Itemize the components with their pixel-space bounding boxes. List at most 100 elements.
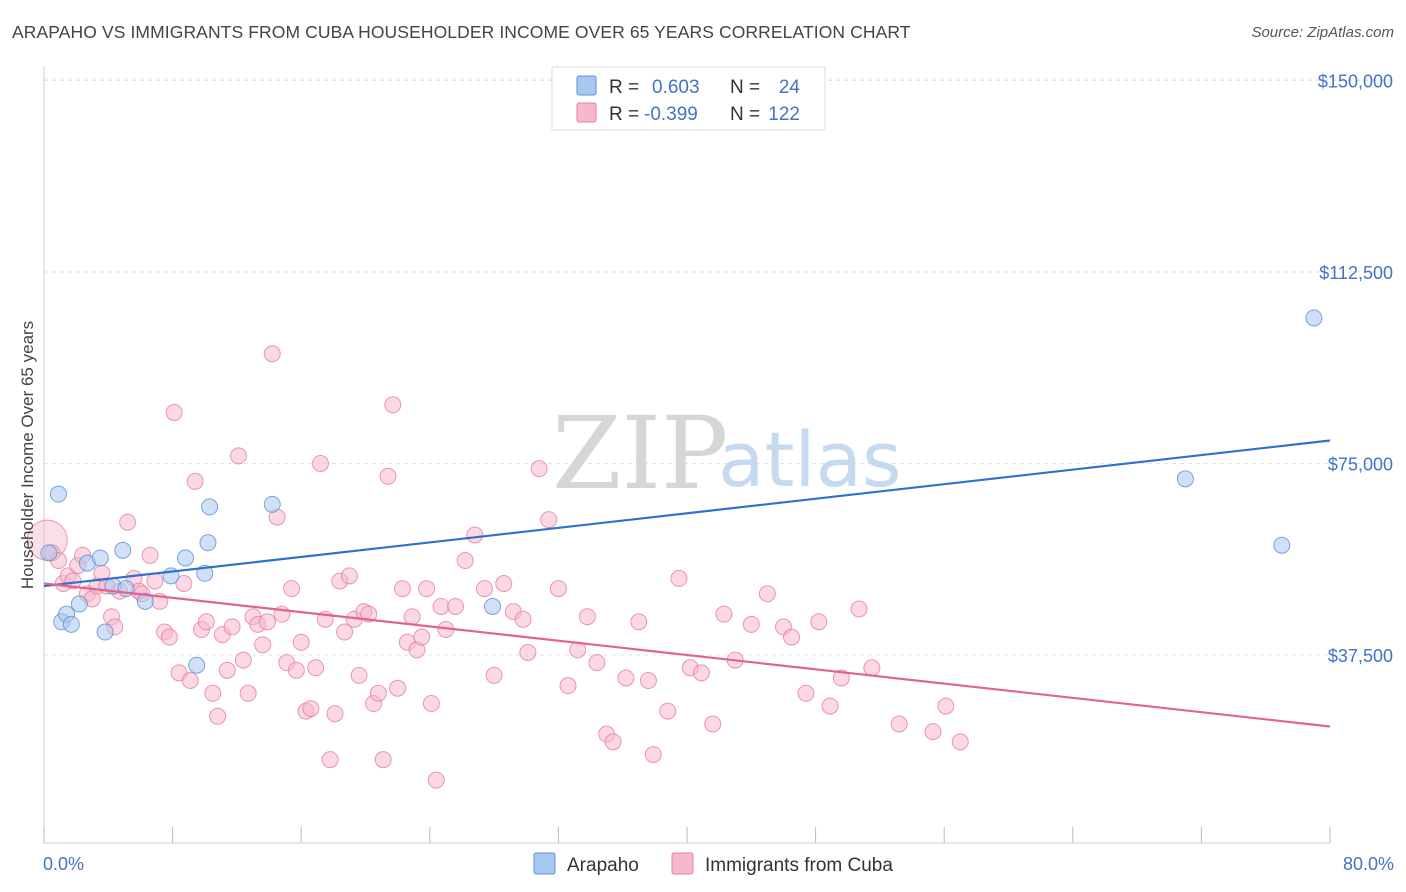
cuba-point <box>326 705 344 723</box>
cuba-point <box>350 666 368 684</box>
cuba-point <box>384 396 402 414</box>
cuba-point <box>549 580 567 598</box>
cuba-point <box>639 672 657 690</box>
cuba-point <box>389 679 407 697</box>
cuba-point <box>475 580 493 598</box>
y-tick-label: $75,000 <box>1328 455 1393 475</box>
cuba-point <box>630 613 648 631</box>
cuba-point <box>821 697 839 715</box>
cuba-point <box>258 613 276 631</box>
cuba-point <box>239 684 257 702</box>
cuba-point <box>704 715 722 733</box>
cuba-point <box>447 597 465 615</box>
cuba-point <box>644 746 662 764</box>
stats-legend: R = 0.603 N = 24 R = -0.399 N = 122 <box>551 66 826 131</box>
cuba-point <box>519 643 537 661</box>
bottom-legend-swatch-cuba <box>671 852 694 875</box>
legend-r-label: R = <box>609 104 639 125</box>
cuba-point <box>141 546 159 564</box>
arapaho-point <box>199 534 217 552</box>
cuba-point <box>254 636 272 654</box>
cuba-point <box>321 751 339 769</box>
cuba-point <box>937 697 955 715</box>
chart-source: Source: ZipAtlas.com <box>1251 24 1394 41</box>
arapaho-point <box>136 592 154 610</box>
cuba-point <box>495 575 513 593</box>
arapaho-point <box>49 485 67 503</box>
legend-swatch-arapaho <box>576 75 597 96</box>
cuba-point <box>263 345 281 363</box>
cuba-point <box>218 661 236 679</box>
cuba-point <box>863 659 881 677</box>
cuba-point <box>559 677 577 695</box>
cuba-point <box>758 585 776 603</box>
arapaho-point <box>188 656 206 674</box>
cuba-point <box>692 664 710 682</box>
arapaho-point <box>201 498 219 516</box>
cuba-point <box>283 580 301 598</box>
grid-lines <box>44 78 1395 656</box>
cuba-point <box>181 672 199 690</box>
arapaho-point <box>96 623 114 641</box>
legend-r-label: R = <box>609 77 639 98</box>
cuba-point <box>413 628 431 646</box>
legend-n-value: 122 <box>768 104 800 125</box>
cuba-point <box>292 633 310 651</box>
cuba-point <box>951 733 969 751</box>
y-tick-label: $112,500 <box>1319 263 1393 283</box>
legend-n-label: N = <box>730 104 760 125</box>
cuba-point <box>369 684 387 702</box>
watermark-atlas: atlas <box>718 415 902 504</box>
x-tick-label-max: 80.0% <box>1343 854 1394 874</box>
y-tick-label: $37,500 <box>1328 646 1393 666</box>
cuba-point <box>287 661 305 679</box>
arapaho-point <box>114 541 132 559</box>
cuba-point <box>670 569 688 587</box>
watermark-zip: ZIP <box>552 395 728 512</box>
cuba-point <box>379 467 397 485</box>
arapaho-point <box>1176 470 1194 488</box>
cuba-point <box>924 723 942 741</box>
arapaho-point <box>70 595 88 613</box>
cuba-point <box>659 702 677 720</box>
arapaho-point <box>1273 536 1291 554</box>
cuba-point <box>186 472 204 490</box>
axes <box>43 66 1331 844</box>
cuba-point <box>336 623 354 641</box>
cuba-point <box>432 597 450 615</box>
cuba-point <box>810 613 828 631</box>
y-axis-title: Householder Income Over 65 years <box>18 321 37 589</box>
cuba-point <box>160 628 178 646</box>
cuba-point <box>223 618 241 636</box>
cuba-point <box>403 608 421 626</box>
legend-n-label: N = <box>730 77 760 98</box>
cuba-point <box>340 567 358 585</box>
cuba-trend-line <box>43 582 1331 728</box>
arapaho-trend-line <box>43 439 1331 588</box>
y-tick-label: $150,000 <box>1318 72 1393 92</box>
x-tick-label-min: 0.0% <box>43 854 84 874</box>
cuba-point <box>782 628 800 646</box>
cuba-point <box>890 715 908 733</box>
cuba-point <box>850 600 868 618</box>
cuba-point <box>230 447 248 465</box>
cuba-point <box>617 669 635 687</box>
cuba-point <box>466 526 484 544</box>
stats-legend-box <box>551 66 826 131</box>
legend-n-value: 24 <box>779 77 801 98</box>
cuba-point <box>175 575 193 593</box>
arapaho-point <box>483 597 501 615</box>
bottom-legend-arapaho: Arapaho <box>567 855 639 876</box>
cuba-point <box>165 403 183 421</box>
cuba-point <box>797 684 815 702</box>
cuba-point <box>832 669 850 687</box>
data-points <box>26 309 1323 789</box>
y-tick-labels: $150,000 $112,500 $75,000 $37,500 <box>1318 72 1393 667</box>
cuba-point <box>204 684 222 702</box>
cuba-point <box>588 654 606 672</box>
arapaho-point <box>263 495 281 513</box>
bottom-legend-swatch-arapaho <box>533 852 556 875</box>
cuba-point <box>540 511 558 529</box>
cuba-point <box>234 651 252 669</box>
